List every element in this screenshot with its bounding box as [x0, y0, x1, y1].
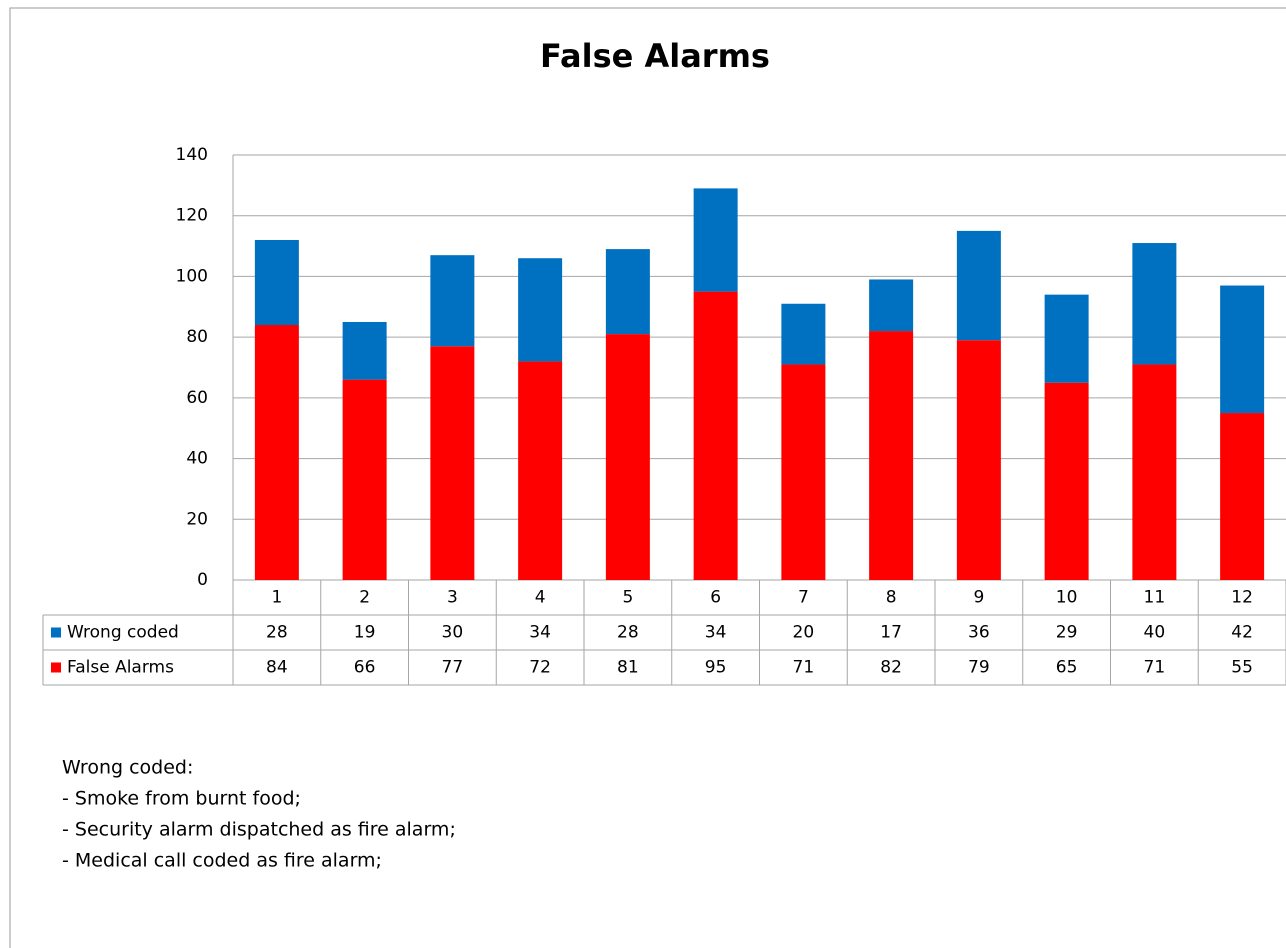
table-value: 71 [1144, 658, 1166, 678]
bar-segment [693, 188, 738, 292]
x-tick-label: 3 [447, 588, 458, 608]
bar-segment [518, 258, 563, 362]
chart-title: False Alarms [540, 37, 770, 75]
y-tick-label: 20 [186, 509, 208, 529]
bar-segment [781, 364, 826, 580]
y-tick-label: 100 [176, 266, 208, 286]
bar-segment [342, 321, 387, 380]
x-tick-label: 11 [1144, 588, 1166, 608]
bar-segment [1132, 243, 1177, 365]
annotation: Wrong coded: [62, 757, 193, 779]
table-value: 36 [968, 623, 990, 643]
bar-segment [1132, 364, 1177, 580]
table-value: 30 [442, 623, 464, 643]
bar-segment [518, 361, 563, 580]
table-value: 84 [266, 658, 288, 678]
x-tick-label: 2 [359, 588, 370, 608]
bar-segment [430, 255, 475, 347]
legend-swatch [51, 662, 61, 673]
chart-frame [9, 7, 1286, 948]
y-tick-label: 80 [186, 327, 208, 347]
table-value: 17 [880, 623, 902, 643]
table-value: 65 [1056, 658, 1078, 678]
bar-segment [956, 230, 1001, 341]
table-value: 34 [529, 623, 551, 643]
bar-segment [781, 303, 826, 365]
table-value: 19 [354, 623, 376, 643]
bar-segment [869, 331, 914, 580]
x-tick-label: 1 [271, 588, 282, 608]
bar-segment [1044, 294, 1089, 383]
y-tick-label: 40 [186, 449, 208, 469]
bar-segment [254, 325, 299, 580]
table-value: 82 [880, 658, 902, 678]
x-tick-label: 4 [535, 588, 546, 608]
table-value: 28 [617, 623, 639, 643]
x-tick-label: 8 [886, 588, 897, 608]
y-tick-label: 120 [176, 206, 208, 226]
bar-segment [254, 240, 299, 325]
annotation: - Smoke from burnt food; [62, 788, 301, 810]
table-value: 34 [705, 623, 727, 643]
x-tick-label: 6 [710, 588, 721, 608]
table-value: 79 [968, 658, 990, 678]
bar-segment [1220, 413, 1265, 580]
table-value: 29 [1056, 623, 1078, 643]
annotation: - Medical call coded as fire alarm; [62, 850, 382, 872]
table-value: 77 [442, 658, 464, 678]
table-value: 55 [1231, 658, 1253, 678]
bar-segment [1220, 285, 1265, 414]
table-value: 71 [793, 658, 815, 678]
x-tick-label: 9 [973, 588, 984, 608]
x-tick-label: 5 [622, 588, 633, 608]
x-tick-label: 12 [1231, 588, 1253, 608]
bar-segment [693, 291, 738, 580]
bar-segment [956, 340, 1001, 580]
annotation: - Security alarm dispatched as fire alar… [62, 819, 456, 841]
table-value: 40 [1144, 623, 1166, 643]
table-value: 66 [354, 658, 376, 678]
x-tick-label: 10 [1056, 588, 1078, 608]
table-value: 42 [1231, 623, 1253, 643]
table-value: 95 [705, 658, 727, 678]
bar-segment [605, 334, 650, 580]
table-value: 20 [793, 623, 815, 643]
legend-label: Wrong coded [67, 623, 179, 643]
y-tick-label: 0 [197, 570, 208, 590]
y-tick-label: 140 [176, 145, 208, 165]
bar-segment [342, 379, 387, 580]
x-tick-label: 7 [798, 588, 809, 608]
table-value: 72 [529, 658, 551, 678]
bar-segment [430, 346, 475, 580]
y-tick-label: 60 [186, 388, 208, 408]
bar-segment [869, 279, 914, 332]
table-value: 28 [266, 623, 288, 643]
bar-segment [605, 249, 650, 335]
legend-label: False Alarms [67, 658, 174, 678]
table-value: 81 [617, 658, 639, 678]
bar-segment [1044, 382, 1089, 580]
legend-swatch [51, 627, 61, 638]
